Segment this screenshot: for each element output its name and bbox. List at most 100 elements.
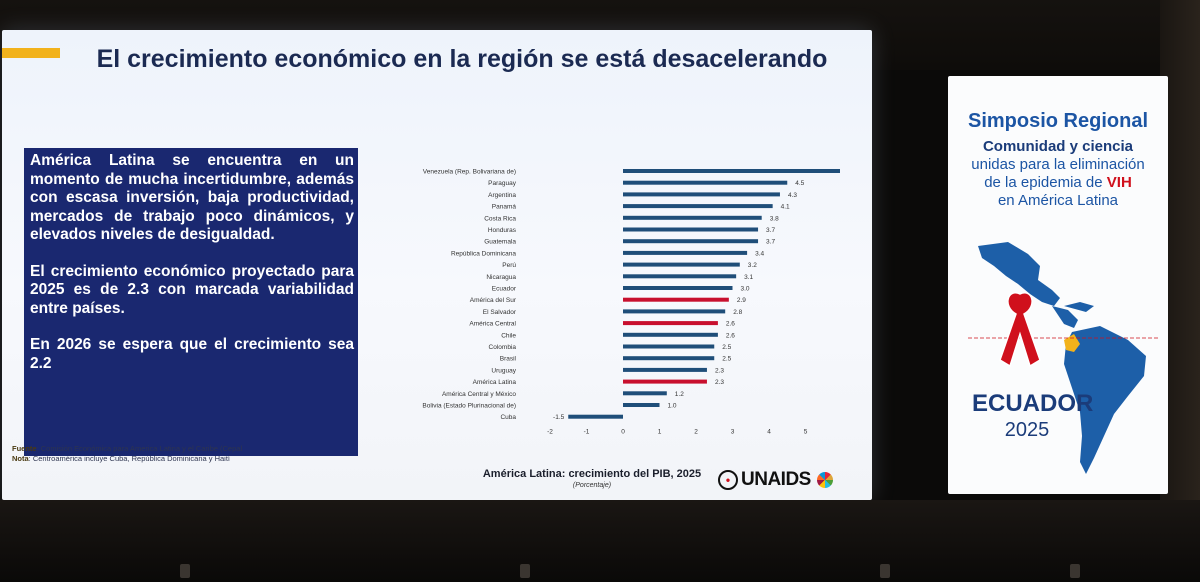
summary-paragraph-2: El crecimiento económico proyectado para… [30,262,354,317]
category-label: América Central [469,321,516,328]
value-label: 2.8 [733,309,742,316]
category-label: Ecuador [492,286,517,293]
bar [623,239,759,244]
category-label: Argentina [488,192,516,199]
banner-line-1: Comunidad y ciencia [982,138,1134,155]
category-label: América Latina [473,379,517,386]
note-line: Nota: Centroamérica incluye Cuba, Repúbl… [12,454,230,463]
bar [623,403,660,407]
category-label: El Salvador [483,309,517,316]
category-label: Nicaragua [486,274,516,281]
sdg-wheel-icon [816,472,833,488]
value-label: 2.5 [722,344,731,351]
banner-line-2: unidas para la eliminación [971,156,1145,173]
stage-floor [0,500,1200,582]
slide-title: El crecimiento económico en la región se… [96,45,828,73]
value-label: 3.1 [744,274,753,281]
category-label: Venezuela (Rep. Bolivariana de) [423,169,516,176]
chart-subtitle: (Porcentaje) [572,482,612,489]
summary-textbox: América Latina se encuentra en un moment… [24,148,358,456]
note-text: : Centroamérica incluye Cuba, República … [28,454,231,463]
value-label: 3.7 [766,227,775,234]
category-label: Panamá [492,204,517,211]
projected-slide: El crecimiento económico en la región se… [2,30,872,500]
symposium-banner: Simposio Regional Comunidad y ciencia un… [948,76,1168,494]
bar [623,250,748,255]
country-label: ECUADOR [972,390,1094,417]
banner-line-3-text: de la epidemia de [984,174,1103,191]
value-label: 4.3 [788,192,797,199]
ribbon-icon: • [718,470,738,490]
category-label: Bolivia (Estado Plurinacional de) [422,403,516,410]
category-label: Chile [501,332,516,339]
unaids-wordmark: UNAIDS [741,469,811,490]
bar [623,391,667,396]
stage-light [880,564,890,578]
bar [623,367,707,372]
summary-paragraph-1: América Latina se encuentra en un moment… [30,152,354,243]
category-label: Brasil [500,356,517,363]
x-tick-label: -2 [547,428,553,435]
x-tick-label: -1 [584,428,590,435]
stage-light [180,564,190,578]
bar [623,332,718,337]
bar [623,169,840,173]
value-label: 3.7 [766,239,775,246]
banner-line-4: en América Latina [997,192,1119,209]
banner-title: Simposio Regional [967,110,1149,132]
value-label: 2.6 [726,332,735,339]
note-label: Nota [12,454,29,463]
x-tick-label: 3 [731,428,735,435]
stage-light [1070,564,1080,578]
bar [623,192,780,197]
value-label: 2.3 [715,379,724,386]
category-label: República Dominicana [451,250,516,257]
summary-paragraph-3: En 2026 se espera que el crecimiento sea… [30,336,354,372]
bar [623,215,762,220]
bar [623,262,740,267]
banner-line-3: de la epidemia de VIH [948,174,1168,191]
category-label: Colombia [489,344,517,351]
slide-accent-bar [2,48,60,58]
latin-america-map-icon [968,242,1158,474]
source-label: Fuente [12,444,37,453]
value-label: 2.9 [737,297,746,304]
category-label: Paraguay [488,180,517,187]
source-text: : Comisión Económica para America Latina… [36,444,243,453]
value-label: 3.4 [755,250,764,257]
bar [623,180,788,185]
bar [623,309,726,314]
value-label: 3.0 [741,286,750,293]
bar [623,321,718,326]
category-label: Cuba [500,414,516,421]
vih-label: VIH [1106,174,1132,191]
value-label: -1.5 [553,414,565,421]
bar [623,379,707,384]
chart-title: América Latina: crecimiento del PIB, 202… [482,468,702,480]
category-label: Guatemala [484,239,516,246]
value-label: 1.0 [668,403,677,410]
category-label: América Central y México [442,391,516,398]
bar [623,344,715,349]
bar [623,297,729,302]
source-line: Fuente: Comisión Económica para America … [12,444,242,453]
category-label: Uruguay [491,367,516,374]
value-label: 2.5 [722,356,731,363]
bar [623,356,715,361]
x-tick-label: 2 [694,428,698,435]
bar [623,286,733,290]
year-label: 2025 [1004,419,1050,441]
category-label: América del Sur [470,297,517,304]
value-label: 2.3 [715,367,724,374]
value-label: 4.1 [781,204,790,211]
gdp-bar-chart: Venezuela (Rep. Bolivariana de)6.0Paragu… [422,169,840,435]
bar [568,414,623,419]
x-tick-label: 4 [767,428,771,435]
x-tick-label: 5 [804,428,808,435]
category-label: Honduras [488,227,517,234]
bar [623,227,759,232]
category-label: Perú [502,262,516,269]
stage-light [520,564,530,578]
value-label: 4.5 [795,180,804,187]
stage-lights [0,548,1200,582]
